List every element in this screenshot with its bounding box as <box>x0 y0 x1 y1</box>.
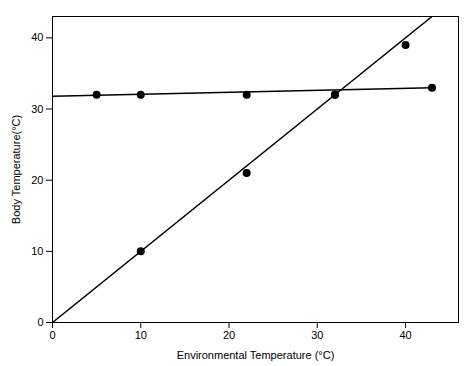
svg-text:Environmental Temperature (°C): Environmental Temperature (°C) <box>177 349 335 361</box>
svg-text:0: 0 <box>37 316 43 328</box>
svg-text:40: 40 <box>31 31 43 43</box>
svg-text:20: 20 <box>31 174 43 186</box>
svg-text:40: 40 <box>399 329 411 341</box>
svg-text:30: 30 <box>31 103 43 115</box>
svg-text:0: 0 <box>49 329 55 341</box>
svg-text:20: 20 <box>223 329 235 341</box>
svg-text:10: 10 <box>31 245 43 257</box>
svg-text:Body Temperature(°C): Body Temperature(°C) <box>10 115 22 224</box>
svg-text:10: 10 <box>135 329 147 341</box>
svg-text:30: 30 <box>311 329 323 341</box>
